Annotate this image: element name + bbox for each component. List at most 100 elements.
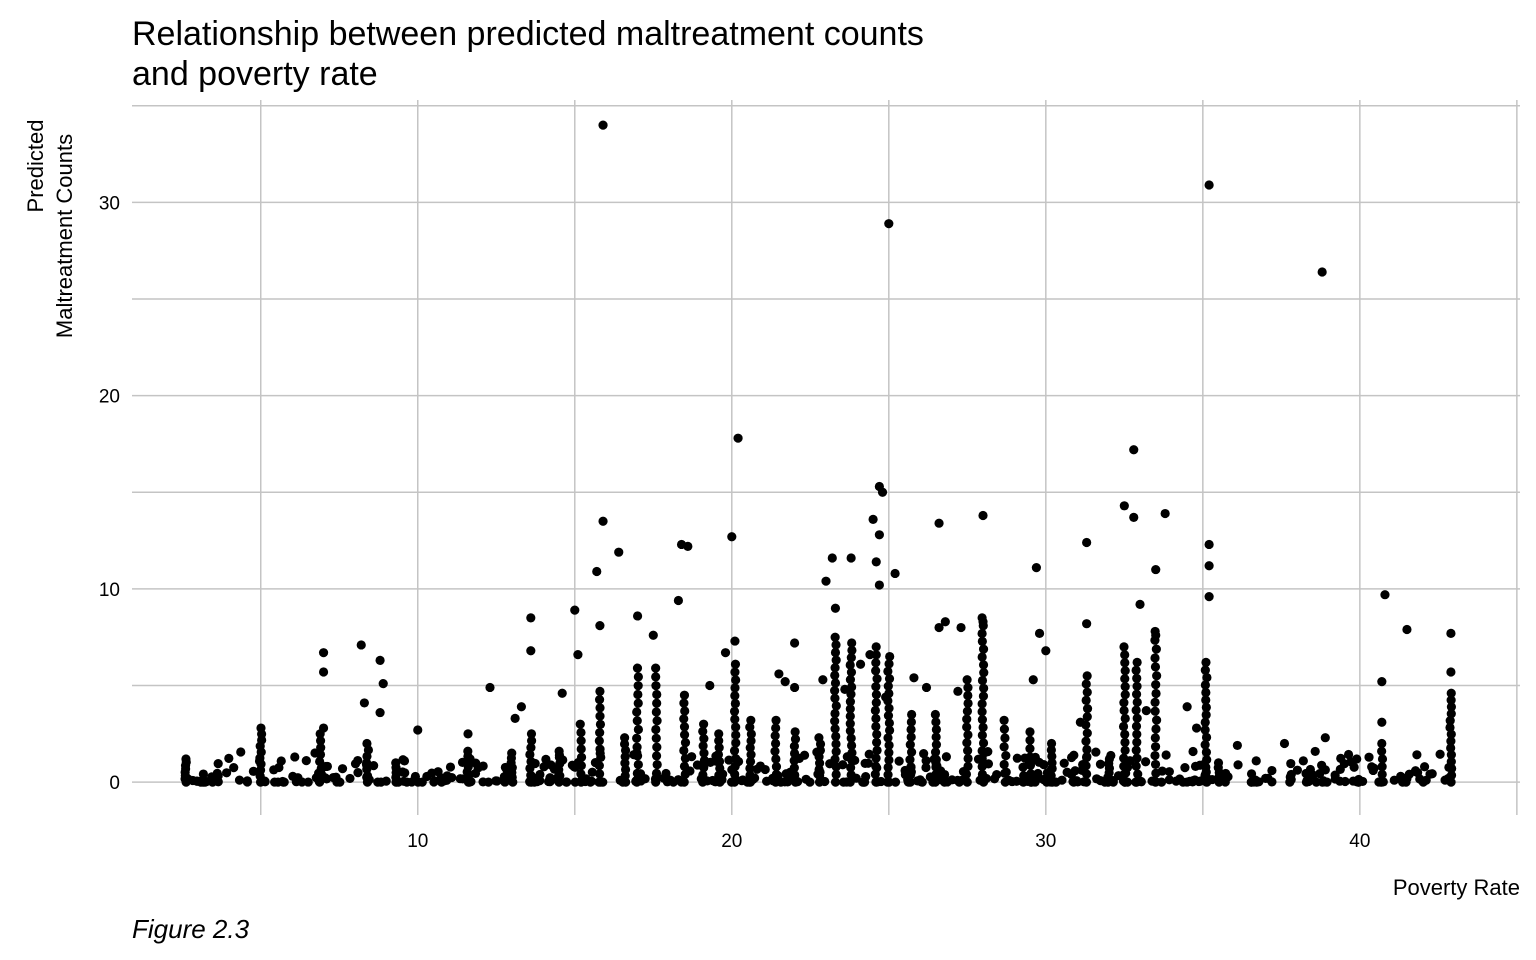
data-point [699,763,709,773]
data-point [705,680,715,691]
data-point [745,756,756,767]
data-point [632,751,643,761]
data-point [1204,180,1214,190]
x-tick-label: 30 [1035,831,1056,852]
data-point [954,777,964,787]
data-point [632,742,642,752]
data-point [698,777,708,787]
data-point [714,770,724,780]
data-point [871,713,881,724]
data-points [180,120,1457,787]
data-point [871,557,881,567]
data-point [1435,749,1445,759]
data-point [1129,445,1139,455]
data-point [977,675,988,686]
data-point [947,775,957,785]
data-point [1376,777,1386,787]
data-point [1232,740,1242,751]
data-point [729,706,740,717]
data-point [1402,624,1412,635]
data-point [731,753,741,764]
data-point [1161,750,1171,760]
data-point [668,777,678,787]
data-point [1059,758,1069,768]
data-point [1000,733,1010,743]
data-point [1204,561,1214,571]
data-point [587,767,597,777]
data-point [1445,722,1455,733]
data-point [269,765,279,775]
data-point [1000,777,1010,787]
data-point [651,672,661,682]
data-point [256,723,266,733]
data-point [1204,539,1214,550]
data-point [1141,757,1151,767]
data-point [872,729,882,740]
data-point [632,707,642,717]
data-point [455,774,465,784]
data-point [680,706,690,716]
data-point [1081,679,1091,689]
data-point [977,746,987,756]
data-point [1298,756,1308,766]
data-point [846,653,856,663]
data-point [1018,762,1028,772]
data-point [977,730,987,740]
data-point [877,487,888,497]
data-point [1279,738,1290,749]
data-point [1364,752,1374,762]
data-point [921,756,931,766]
data-point [1171,776,1181,786]
data-point [906,747,917,757]
data-point [316,763,326,773]
data-point [316,743,326,753]
data-point [651,663,661,673]
data-point [1104,754,1114,764]
data-point [845,777,855,787]
data-point [318,648,329,658]
data-point [846,553,856,563]
data-point [463,746,473,756]
data-point [789,756,799,766]
y-axis-ticks: 0 10 20 30 [99,193,120,794]
data-point [1132,713,1142,723]
data-point [1200,770,1210,780]
data-point [1377,746,1387,756]
data-point [1446,667,1456,677]
data-point [1349,762,1359,772]
data-point [679,690,690,700]
data-point [1081,777,1092,787]
data-point [1178,777,1188,787]
data-point [651,777,661,787]
data-point [1141,706,1151,716]
data-point [1007,776,1017,787]
data-point [884,725,895,736]
data-point [316,770,326,780]
data-point [752,764,762,774]
y-tick-label: 0 [109,773,120,794]
data-point [1202,672,1212,683]
data-point [746,750,756,760]
data-point [614,547,624,557]
data-point [830,716,840,726]
data-point [1410,766,1421,776]
data-point [673,595,684,606]
data-point [1151,724,1161,734]
data-point [874,530,884,540]
data-point [651,733,661,743]
data-point [846,733,856,743]
data-point [1377,717,1387,727]
data-point [770,746,780,756]
data-point [906,762,916,772]
data-point [619,739,630,749]
data-point [1039,759,1049,770]
data-point [526,770,536,780]
data-point [1446,757,1456,767]
data-point [1200,725,1210,735]
data-point [1119,705,1129,716]
data-point [1301,777,1312,787]
data-point [442,771,452,781]
data-point [445,762,456,772]
data-point [770,731,780,741]
